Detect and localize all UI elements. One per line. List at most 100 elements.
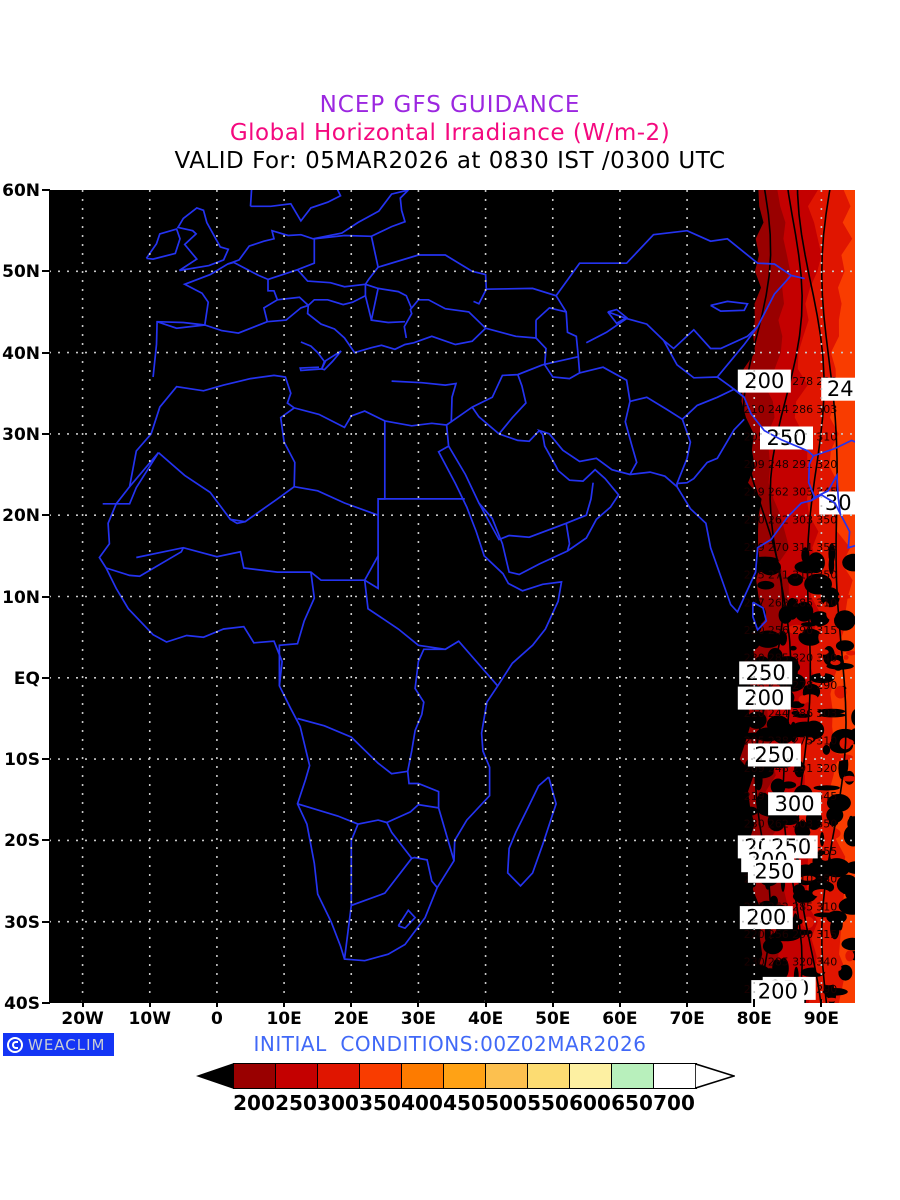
x-axis-tick-70E: 70E	[669, 1009, 705, 1029]
grid-value: 230	[744, 956, 765, 969]
x-axis-tick-60E: 60E	[602, 1009, 638, 1029]
colorbar-tick-250: 250	[275, 1091, 317, 1115]
cloud-hole	[795, 826, 811, 838]
x-axis-tickmark	[820, 999, 823, 1007]
y-axis-tickmark	[42, 595, 50, 598]
contour-label-text: 250	[754, 859, 794, 883]
contour-label: 200	[737, 369, 791, 393]
grid-value: 350	[816, 569, 837, 582]
country-border-path	[629, 396, 692, 487]
cloud-hole	[813, 912, 836, 918]
country-border-path	[363, 555, 379, 581]
y-axis-tickmark	[42, 270, 50, 273]
x-axis-tickmark	[81, 999, 84, 1007]
country-border-path	[471, 406, 540, 443]
y-axis-tick-40N: 40N	[2, 343, 40, 364]
country-border-path	[378, 420, 386, 500]
irradiance-speckle	[826, 607, 836, 620]
contour-label-text: 250	[746, 661, 786, 685]
grid-value: 210	[744, 403, 765, 416]
y-axis-tick-EQ: EQ	[13, 668, 40, 689]
irradiance-speckle	[798, 695, 809, 704]
contour-label-text: 200	[744, 369, 784, 393]
contour-label-box	[739, 906, 793, 930]
cloud-hole	[769, 895, 779, 907]
colorbar-cell-200	[234, 1064, 276, 1088]
irradiance-speckle	[802, 916, 814, 929]
colorbar-cell-350	[360, 1064, 402, 1088]
irradiance-speckle	[842, 775, 855, 782]
x-axis-tick-50E: 50E	[535, 1009, 571, 1029]
coastline-path	[320, 350, 342, 371]
country-border-path	[486, 229, 805, 297]
cloud-hole	[843, 824, 855, 847]
y-axis-tickmark	[42, 758, 50, 761]
colorbar-cell-700	[654, 1064, 696, 1088]
coastline-path	[98, 374, 563, 962]
grid-value: 219	[744, 790, 765, 803]
irradiance-speckle	[788, 624, 805, 635]
initial-conditions-text: INITIAL CONDITIONS:00Z02MAR2026	[253, 1032, 647, 1056]
chart-title-block: NCEP GFS GUIDANCE Global Horizontal Irra…	[0, 92, 900, 176]
cloud-hole	[754, 630, 782, 648]
x-axis-tickmark	[753, 999, 756, 1007]
y-axis-tick-20S: 20S	[4, 831, 40, 852]
country-border-path	[807, 455, 816, 502]
contour-label-box	[751, 980, 805, 1003]
coastline-path	[299, 341, 326, 372]
colorbar-tick-350: 350	[359, 1091, 401, 1115]
contour-label: 250	[747, 743, 801, 767]
grid-value: 315	[816, 928, 837, 941]
cloud-hole	[771, 722, 795, 744]
cloud-hole	[807, 552, 825, 574]
cloud-hole	[767, 811, 786, 832]
grid-value: 270	[768, 541, 789, 554]
x-axis-tickmark	[283, 999, 286, 1007]
grid-value: 310	[816, 596, 837, 609]
y-axis-tickmark	[42, 514, 50, 517]
y-axis-tick-30N: 30N	[2, 424, 40, 445]
grid-value: 350	[816, 817, 837, 830]
irradiance-speckle	[845, 950, 855, 962]
grid-value: 285	[768, 956, 789, 969]
contour-label-box	[747, 859, 801, 883]
grid-value: 303	[816, 707, 837, 720]
y-axis-tick-10S: 10S	[4, 750, 40, 771]
contour-label-box	[737, 686, 791, 710]
contour-label-box	[819, 491, 855, 515]
irradiance-speckle	[836, 965, 842, 971]
cloud-hole	[848, 815, 854, 824]
x-axis-tick-80E: 80E	[736, 1009, 772, 1029]
cloud-hole	[823, 858, 851, 878]
gridlines-layer	[49, 190, 855, 1003]
grid-value: 256	[768, 624, 789, 637]
irradiance-speckle	[846, 650, 855, 656]
country-border-path	[297, 717, 408, 775]
colorbar[interactable]	[196, 1062, 737, 1090]
cloud-hole	[787, 573, 804, 586]
country-border-path	[478, 482, 594, 541]
map-plot-area[interactable]: 2082342782902102442863032052382753102092…	[49, 190, 855, 1003]
grid-value: 209	[744, 458, 765, 471]
grid-value: 285	[792, 900, 813, 913]
grid-value: 291	[792, 458, 813, 471]
contour-label-text: 200	[758, 980, 798, 1003]
contour-label-text: 250	[754, 743, 794, 767]
contour-label: 250	[739, 661, 793, 685]
grid-value: 248	[768, 458, 789, 471]
x-axis-tick-10W: 10W	[128, 1009, 171, 1029]
cloud-hole	[778, 957, 789, 979]
contour-label: 200	[739, 906, 793, 930]
colorbar-tick-400: 400	[401, 1091, 443, 1115]
contour-label-text: 24	[827, 377, 854, 401]
irradiance-speckle	[843, 655, 849, 660]
x-axis-tickmark	[417, 999, 420, 1007]
irradiance-speckle	[837, 594, 852, 599]
y-axis-tick-40S: 40S	[4, 994, 40, 1014]
colorbar-tick-550: 550	[527, 1091, 569, 1115]
country-border-path	[267, 238, 316, 281]
cloud-hole	[742, 630, 761, 651]
weaclim-logo[interactable]: WEACLIM	[3, 1033, 114, 1056]
map-canvas: 2082342782902102442863032052382753102092…	[49, 190, 855, 1003]
y-axis-tickmark	[42, 839, 50, 842]
